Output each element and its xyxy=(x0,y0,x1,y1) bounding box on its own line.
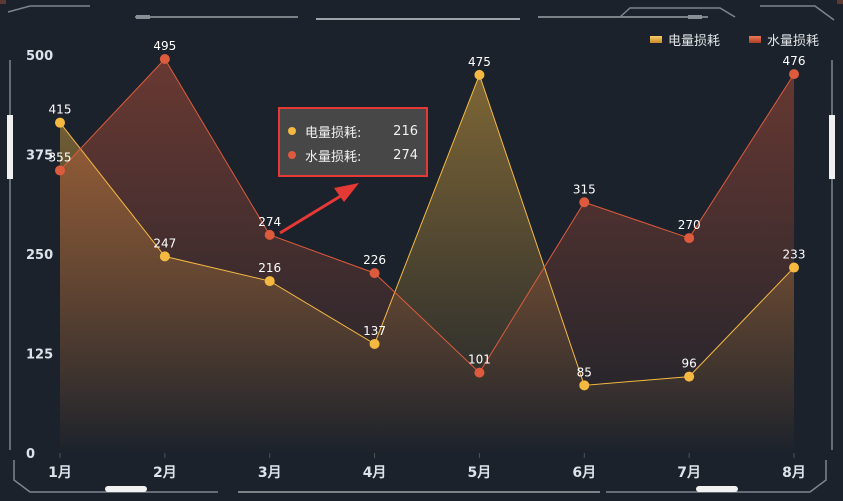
data-point-electric xyxy=(789,262,799,273)
data-point-electric xyxy=(159,251,170,262)
data-point-water xyxy=(474,367,485,378)
data-label-water: 495 xyxy=(153,39,176,53)
tooltip-series-value: 274 xyxy=(393,147,418,163)
data-point-electric xyxy=(369,338,380,349)
frame-top-notch-right xyxy=(688,15,702,19)
x-tick-label: 8月 xyxy=(782,465,806,481)
data-point-water xyxy=(159,53,170,64)
x-tick-label: 4月 xyxy=(363,465,387,481)
plot-area: 0 125 250 375 500 1月 2月 3月 4月 5月 6月 7月 8月 415 247 216 13… xyxy=(26,39,806,481)
area-fill-water xyxy=(60,58,794,453)
data-point-electric xyxy=(264,276,275,287)
legend-swatch-electric xyxy=(650,36,662,43)
series-line-water xyxy=(59,58,795,374)
data-label-water: 226 xyxy=(363,253,386,267)
x-tick-label: 2月 xyxy=(153,465,177,481)
legend-label-electric: 电量损耗 xyxy=(668,34,720,49)
tooltip-arrow-shaft xyxy=(279,192,345,235)
data-label-water: 270 xyxy=(678,218,701,232)
data-point-electric xyxy=(474,69,485,80)
data-label-electric: 216 xyxy=(258,261,281,275)
y-tick-label: 0 xyxy=(26,447,35,462)
frame-bottom-glow-right xyxy=(696,486,738,492)
x-tick-label: 7月 xyxy=(677,465,701,481)
data-label-electric: 475 xyxy=(468,55,491,69)
legend-label-water: 水量损耗 xyxy=(767,34,819,49)
data-point-water xyxy=(369,268,380,279)
data-label-electric: 233 xyxy=(783,248,806,262)
data-point-electric xyxy=(579,380,590,391)
tooltip-dot-water xyxy=(288,151,296,159)
data-point-water xyxy=(579,197,590,208)
tooltip-dot-electric xyxy=(288,127,296,135)
frame-corner-accent-right xyxy=(837,0,843,4)
frame-top-notch-left xyxy=(136,15,150,19)
tooltip-series-name: 水量损耗: xyxy=(305,149,362,165)
tooltip-arrow-head xyxy=(334,183,359,202)
data-label-water: 315 xyxy=(573,182,596,196)
data-point-water xyxy=(789,69,799,80)
data-point-electric xyxy=(55,117,65,128)
data-point-electric xyxy=(684,371,695,382)
tooltip-arrow xyxy=(279,183,359,235)
frame-top-right-corner xyxy=(619,7,736,18)
y-tick-label: 500 xyxy=(26,49,53,64)
x-tick-label: 6月 xyxy=(572,465,596,481)
data-label-electric: 137 xyxy=(363,324,386,338)
tooltip-series-value: 216 xyxy=(393,123,418,139)
series-line-electric xyxy=(59,73,795,386)
frame-corner-accent-left xyxy=(0,0,6,4)
data-point-water xyxy=(55,165,65,176)
data-point-water xyxy=(264,229,275,240)
data-label-water: 101 xyxy=(468,353,491,367)
data-label-water: 274 xyxy=(258,215,281,229)
data-label-water: 476 xyxy=(783,54,806,68)
y-tick-label: 375 xyxy=(26,149,53,164)
tooltip-row-water: 水量损耗: 274 xyxy=(288,143,418,167)
data-point-water xyxy=(684,233,695,244)
y-tick-label: 250 xyxy=(26,248,53,263)
x-tick-label: 1月 xyxy=(48,465,72,481)
x-tick-label: 5月 xyxy=(468,465,492,481)
frame-right-bracket xyxy=(829,115,835,179)
x-tick-label: 3月 xyxy=(258,465,282,481)
data-label-electric: 85 xyxy=(577,365,592,379)
legend-swatch-water xyxy=(749,36,761,43)
frame-top-right-edge xyxy=(760,5,835,21)
tooltip: 电量损耗: 216 水量损耗: 274 xyxy=(278,107,428,177)
legend: 电量损耗 水量损耗 xyxy=(650,34,819,49)
data-label-electric: 415 xyxy=(49,103,72,117)
y-tick-label: 125 xyxy=(26,348,53,363)
data-label-electric: 96 xyxy=(682,357,697,371)
frame-top-left-corner xyxy=(7,5,90,13)
tooltip-series-name: 电量损耗: xyxy=(305,125,362,141)
data-label-electric: 247 xyxy=(153,236,176,250)
tooltip-row-electric: 电量损耗: 216 xyxy=(288,119,418,143)
frame-bottom-glow-left xyxy=(105,486,147,492)
frame-left-bracket xyxy=(7,115,13,179)
data-label-water: 355 xyxy=(49,150,72,164)
